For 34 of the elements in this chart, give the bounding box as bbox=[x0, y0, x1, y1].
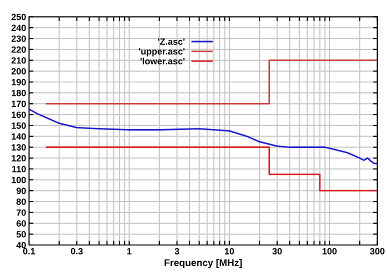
y-tick-label: 80 bbox=[16, 198, 26, 205]
y-tick-label: 120 bbox=[12, 155, 26, 162]
x-axis-title: Frequency [MHz] bbox=[164, 258, 242, 268]
y-tick-label: 70 bbox=[16, 209, 26, 216]
x-tick-label: 0.1 bbox=[23, 248, 36, 254]
y-tick-label: 50 bbox=[16, 231, 26, 238]
y-tick-label: 220 bbox=[12, 46, 26, 53]
y-tick-label: 190 bbox=[12, 78, 26, 86]
y-tick-label: 130 bbox=[12, 144, 26, 151]
x-tick-label: 10 bbox=[224, 248, 234, 254]
y-tick-label: 40 bbox=[16, 242, 26, 248]
legend-label: 'Z.asc' bbox=[158, 38, 185, 45]
y-tick-label: 230 bbox=[12, 36, 26, 42]
x-tick-label: 0.3 bbox=[70, 248, 83, 254]
y-tick-label: 210 bbox=[12, 57, 26, 64]
x-tick-label: 3 bbox=[174, 248, 180, 254]
y-tick-label: 170 bbox=[12, 100, 26, 108]
y-tick-label: 160 bbox=[12, 112, 26, 118]
y-tick-label: 90 bbox=[16, 188, 26, 194]
y-tick-label: 140 bbox=[12, 133, 26, 140]
x-tick-label: 100 bbox=[322, 248, 337, 254]
y-tick-label: 240 bbox=[12, 24, 26, 32]
legend-label: 'upper.asc' bbox=[139, 48, 185, 56]
y-tick-label: 200 bbox=[12, 68, 26, 74]
x-tick-label: 300 bbox=[370, 248, 384, 254]
x-tick-label: 1 bbox=[127, 248, 132, 254]
y-tick-label: 150 bbox=[12, 122, 26, 129]
y-tick-label: 60 bbox=[16, 220, 26, 227]
y-tick-label: 250 bbox=[12, 14, 26, 20]
legend-label: 'lower.asc' bbox=[140, 58, 185, 64]
x-tick-label: 30 bbox=[272, 248, 282, 254]
y-tick-label: 110 bbox=[12, 166, 26, 172]
y-tick-label: 100 bbox=[12, 176, 26, 184]
y-tick-label: 180 bbox=[12, 90, 26, 96]
